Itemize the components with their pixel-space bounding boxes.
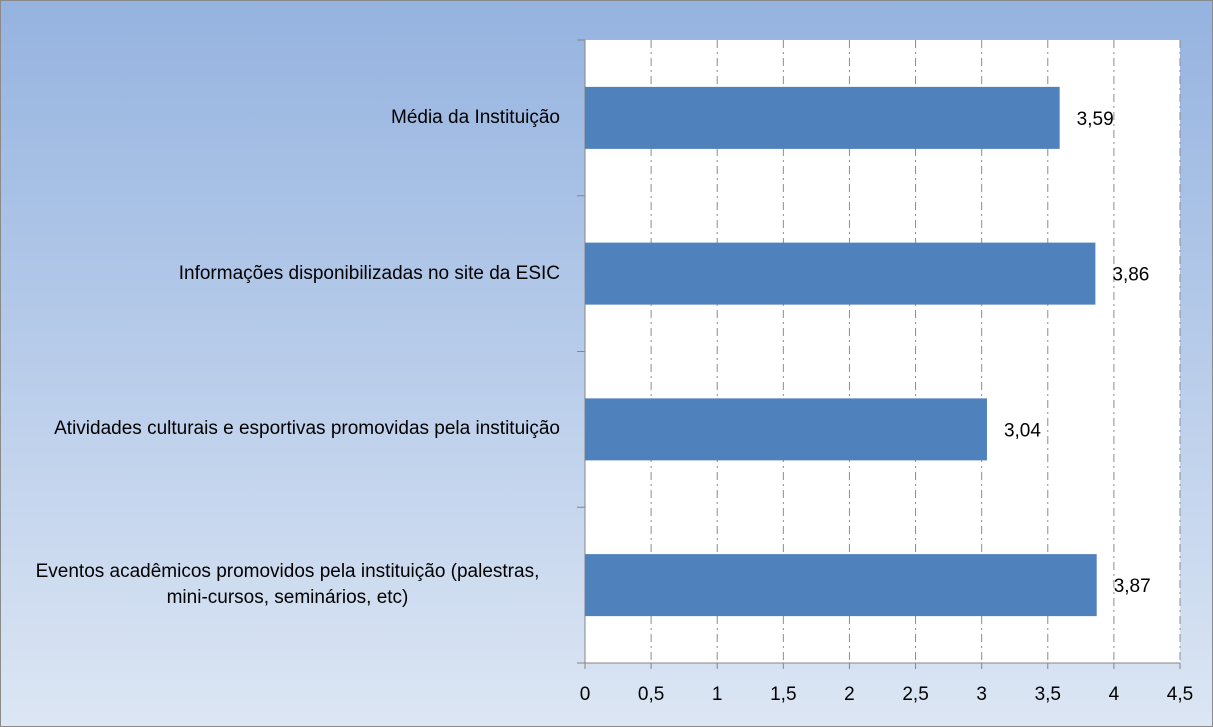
y-tick-label: Atividades culturais e esportivas promov… <box>54 418 560 440</box>
x-tick-label: 3 <box>976 684 987 705</box>
x-tick-label: 2,5 <box>902 684 928 705</box>
bar <box>585 86 1060 149</box>
data-label: 3,59 <box>1077 109 1114 130</box>
x-tick-label: 0 <box>580 684 591 705</box>
bar <box>585 398 987 461</box>
x-tick-label: 0,5 <box>638 684 664 705</box>
data-label: 3,87 <box>1114 576 1151 597</box>
x-tick-label: 3,5 <box>1035 684 1061 705</box>
y-tick-label: Eventos acadêmicos promovidos pela insti… <box>35 561 540 609</box>
x-tick-label: 1 <box>712 684 723 705</box>
bar <box>585 554 1097 617</box>
data-label: 3,04 <box>1004 420 1041 441</box>
x-tick-label: 4,5 <box>1167 684 1193 705</box>
x-tick-label: 1,5 <box>770 684 796 705</box>
y-tick-label: Média da Instituição <box>391 106 560 128</box>
x-tick-label: 2 <box>844 684 855 705</box>
data-label: 3,86 <box>1112 265 1149 286</box>
y-tick-label: Informações disponibilizadas no site da … <box>178 262 560 284</box>
bar <box>585 242 1096 305</box>
x-tick-label: 4 <box>1109 684 1120 705</box>
